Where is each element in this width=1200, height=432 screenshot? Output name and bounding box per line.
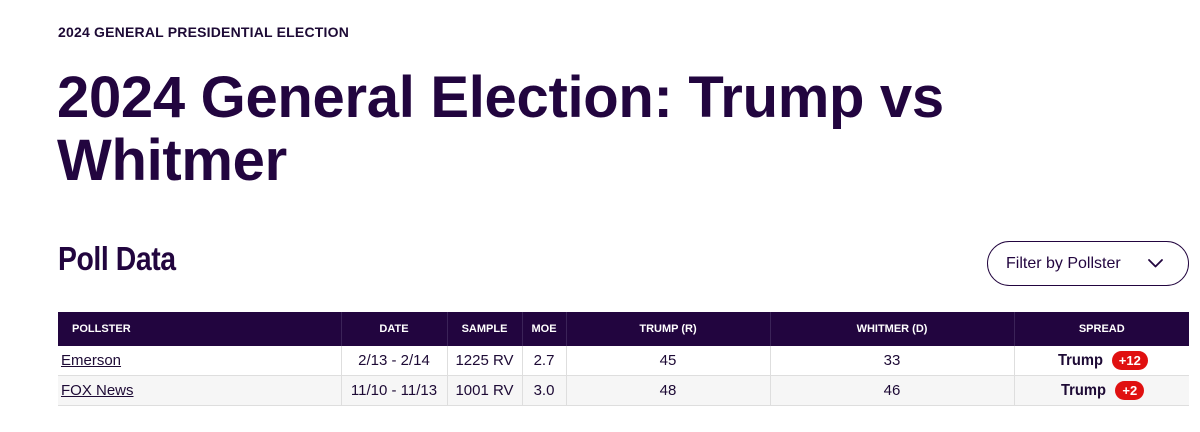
pollster-link[interactable]: Emerson [61, 352, 122, 369]
column-header-sample[interactable]: SAMPLE [447, 312, 523, 346]
election-eyebrow: 2024 GENERAL PRESIDENTIAL ELECTION [58, 24, 350, 40]
chevron-down-icon [1148, 259, 1163, 268]
spread-winner: Trump [1057, 351, 1103, 369]
table-header-row: POLLSTER DATE SAMPLE MOE TRUMP (R) WHITM… [58, 312, 1189, 346]
spread-badge: +12 [1111, 351, 1148, 370]
page-title: 2024 General Election: Trump vs Whitmer [57, 65, 944, 193]
column-header-trump[interactable]: TRUMP (R) [566, 312, 771, 346]
spread-winner: Trump [1061, 381, 1107, 399]
filter-by-pollster-button[interactable]: Filter by Pollster [987, 241, 1189, 286]
moe-cell: 2.7 [522, 346, 567, 376]
date-cell: 11/10 - 11/13 [341, 375, 448, 406]
spread-cell: Trump +12 [1014, 346, 1189, 376]
column-header-moe[interactable]: MOE [522, 312, 567, 346]
sample-cell: 1225 RV [447, 346, 523, 376]
column-header-pollster[interactable]: POLLSTER [58, 312, 342, 346]
whitmer-cell: 46 [770, 375, 1015, 406]
sample-cell: 1001 RV [447, 375, 523, 406]
table-row: Emerson 2/13 - 2/14 1225 RV 2.7 45 33 Tr… [58, 346, 1189, 376]
spread-cell: Trump +2 [1014, 375, 1189, 406]
pollster-cell: FOX News [58, 375, 342, 406]
table-row: FOX News 11/10 - 11/13 1001 RV 3.0 48 46… [58, 375, 1189, 406]
trump-cell: 48 [566, 375, 771, 406]
date-cell: 2/13 - 2/14 [341, 346, 448, 376]
spread-badge: +2 [1115, 381, 1145, 400]
trump-cell: 45 [566, 346, 771, 376]
whitmer-cell: 33 [770, 346, 1015, 376]
pollster-cell: Emerson [58, 346, 342, 376]
moe-cell: 3.0 [522, 375, 567, 406]
pollster-link[interactable]: FOX News [61, 382, 134, 399]
filter-button-label: Filter by Pollster [1006, 254, 1121, 272]
column-header-spread[interactable]: SPREAD [1014, 312, 1189, 346]
poll-data-heading: Poll Data [58, 240, 176, 277]
column-header-date[interactable]: DATE [341, 312, 448, 346]
poll-table: POLLSTER DATE SAMPLE MOE TRUMP (R) WHITM… [58, 312, 1189, 406]
column-header-whitmer[interactable]: WHITMER (D) [770, 312, 1015, 346]
